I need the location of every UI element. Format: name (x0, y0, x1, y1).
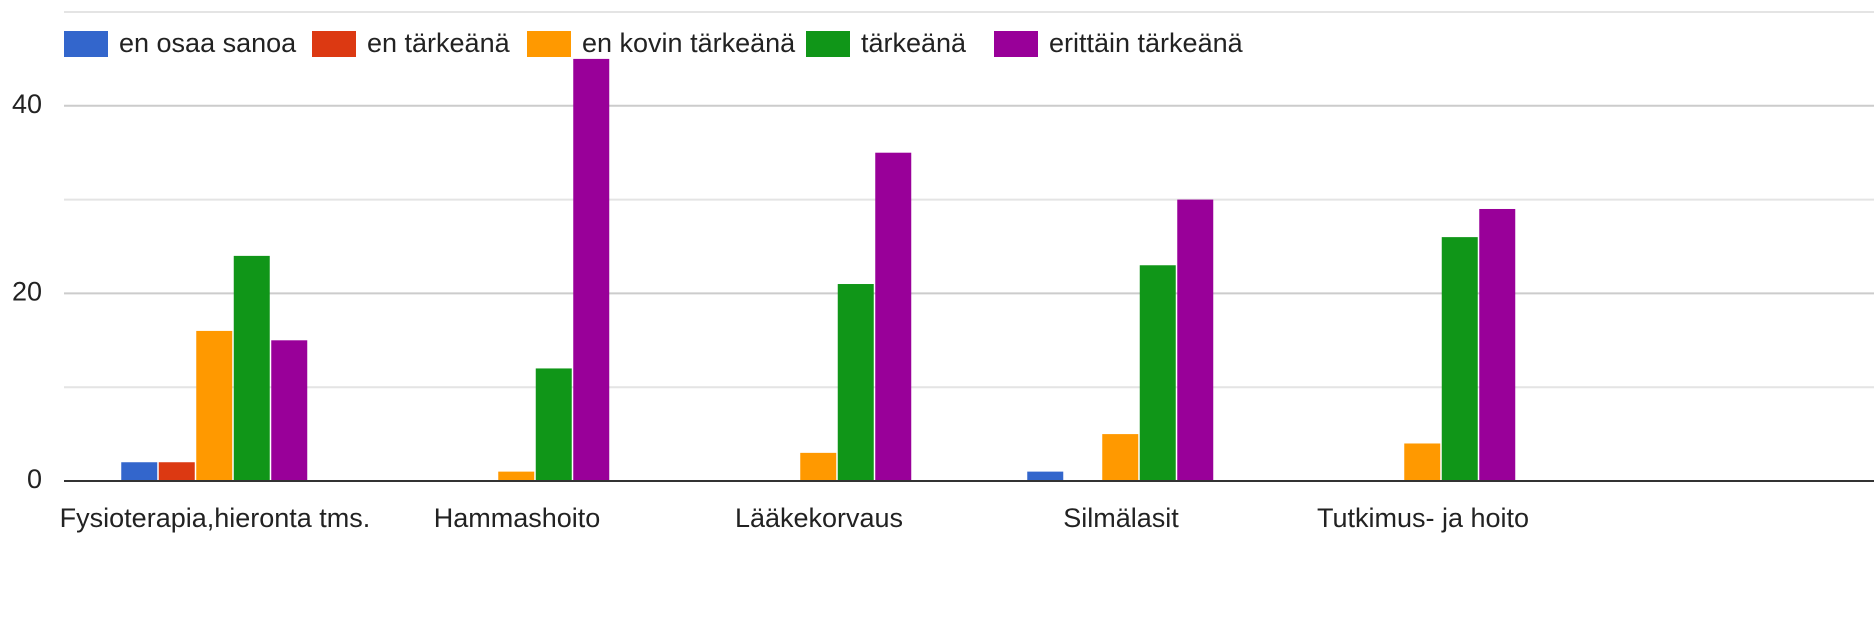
legend-swatch (527, 31, 571, 57)
x-tick-label: Lääkekorvaus (735, 503, 903, 533)
bar (1102, 434, 1139, 481)
y-tick-label: 0 (27, 464, 42, 494)
x-tick-label: Tutkimus- ja hoito (1317, 503, 1529, 533)
legend-swatch (64, 31, 108, 57)
x-tick-label: Hammashoito (434, 503, 601, 533)
bar (837, 284, 874, 481)
bar (875, 152, 912, 481)
legend-swatch (806, 31, 850, 57)
bar (535, 368, 572, 481)
legend-label: tärkeänä (861, 28, 967, 58)
x-tick-label: Silmälasit (1063, 503, 1179, 533)
bar (271, 340, 308, 481)
bar (1177, 199, 1214, 481)
bar (800, 452, 837, 481)
bar (1404, 443, 1441, 481)
bar (498, 471, 535, 481)
bar (158, 462, 195, 481)
bar (1479, 208, 1516, 482)
legend-swatch (312, 31, 356, 57)
legend-label: en tärkeänä (367, 28, 511, 58)
legend-swatch (994, 31, 1038, 57)
y-tick-label: 20 (12, 277, 42, 307)
y-tick-label: 40 (12, 89, 42, 119)
legend-label: en kovin tärkeänä (582, 28, 796, 58)
x-tick-label: Fysioterapia,hieronta tms. (60, 503, 371, 533)
bar (1441, 237, 1478, 481)
bar (1027, 471, 1064, 481)
bar (573, 58, 610, 482)
bar (196, 330, 233, 481)
bar (1139, 265, 1176, 481)
bar (121, 462, 158, 481)
legend-label: erittäin tärkeänä (1049, 28, 1244, 58)
legend-label: en osaa sanoa (119, 28, 297, 58)
bar (233, 255, 270, 481)
